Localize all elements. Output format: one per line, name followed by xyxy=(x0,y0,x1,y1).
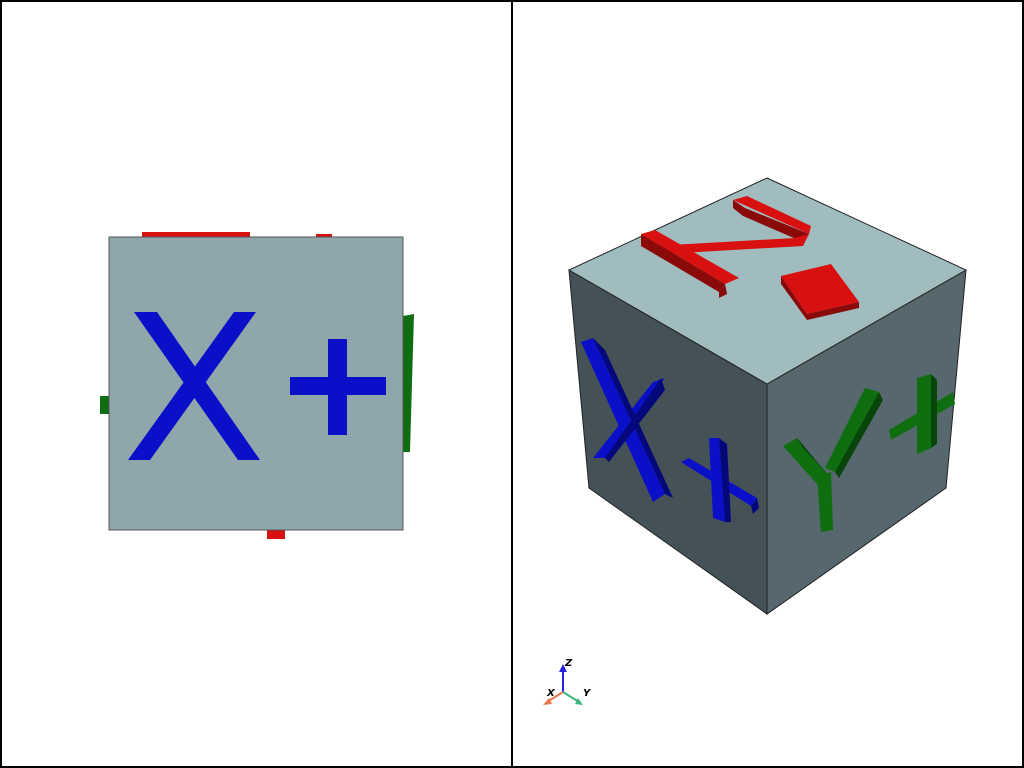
y-face-plus-3d xyxy=(889,374,955,454)
x-face-letter-3d xyxy=(581,338,673,502)
z-axis-label: Z xyxy=(564,658,573,669)
left-y-edge xyxy=(100,396,110,414)
top-z-edge xyxy=(142,232,250,239)
bottom-plus-edge xyxy=(267,530,285,539)
y-axis-arrow xyxy=(575,698,583,705)
x-axis-label: X xyxy=(546,688,556,699)
left-viewport[interactable]: X xyxy=(0,0,512,768)
y-axis-label: Y xyxy=(583,688,592,699)
y-axis-line xyxy=(562,691,580,703)
x-letter-3d xyxy=(128,312,260,460)
plus-sign-3d xyxy=(290,339,386,435)
z-plus-3d xyxy=(781,264,859,320)
orientation-axes-widget[interactable]: Z X Y xyxy=(543,658,592,705)
cube-z-face xyxy=(567,177,968,385)
right-y-edge xyxy=(403,314,414,452)
z-letter-3d xyxy=(641,196,811,298)
x-axis-arrow xyxy=(543,698,552,705)
x-face-plus-3d xyxy=(681,438,759,522)
right-scene[interactable]: Z X Y xyxy=(513,2,1021,766)
right-viewport[interactable]: Z X Y xyxy=(512,0,1024,768)
y-face-letter-3d xyxy=(783,388,883,532)
left-scene[interactable]: X xyxy=(2,2,510,766)
z-axis-arrow xyxy=(559,664,567,672)
